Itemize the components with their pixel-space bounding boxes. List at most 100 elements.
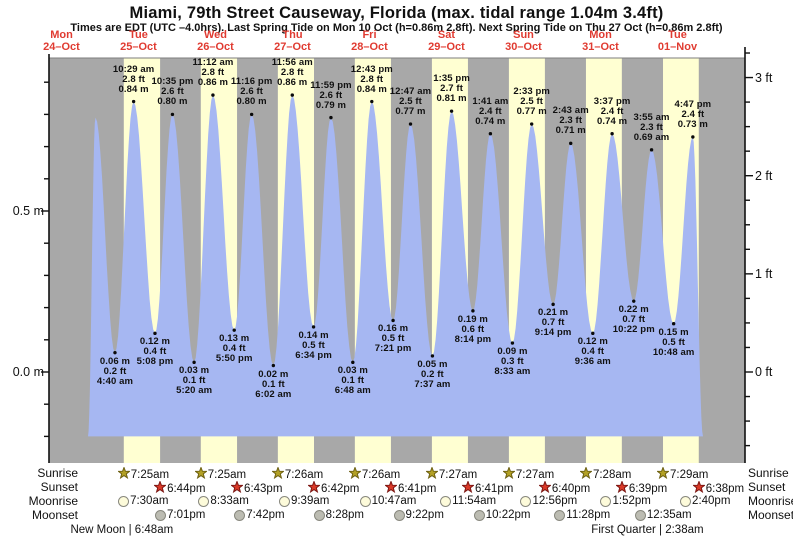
day-dow: Wed [203, 29, 228, 41]
moonrise-icon [680, 495, 692, 507]
low-tide-dot [510, 341, 515, 345]
almanac-entry-sunset: 6:39pm [614, 480, 668, 496]
almanac-time: 7:26am [284, 468, 324, 481]
day-dow: Thu [282, 29, 303, 41]
row-label-sunset-right: Sunset [748, 480, 786, 494]
sunrise-icon [193, 466, 208, 482]
tide-annotation-line: 0.22 m [618, 304, 649, 316]
tide-annotation-line: 7:37 am [414, 378, 451, 390]
almanac-entry-moonset: 11:28pm [554, 509, 610, 521]
high-tide-annotation: 11:16 pm 2.6 ft 0.80 m [231, 77, 272, 107]
tide-annotation-line: 0.4 ft [143, 346, 167, 358]
high-tide-annotation: 3:37 pm 2.4 ft 0.74 m [593, 95, 631, 127]
almanac-entry-moonset: 9:22pm [393, 509, 444, 521]
tide-annotation-line: 0.77 m [395, 106, 426, 118]
tide-annotation-line: 0.81 m [436, 93, 467, 105]
sunset-icon [691, 480, 706, 496]
tide-annotation-line: 2.6 ft [319, 89, 343, 101]
high-tide-annotation: 3:55 am 2.3 ft 0.69 am [633, 112, 670, 143]
low-tide-dot [632, 299, 636, 303]
low-tide-annotation: 0.13 m 0.4 ft 5:50 pm [216, 334, 253, 364]
tide-annotation-line: 0.80 m [157, 96, 188, 108]
day-dow: Mon [50, 29, 73, 41]
low-tide-dot [113, 350, 117, 355]
moonrise-icon [520, 495, 532, 507]
day-dow: Fri [362, 29, 377, 41]
tide-annotation-line: 2.5 ft [399, 96, 422, 108]
high-tide-dot [170, 112, 175, 117]
high-tide-dot [569, 141, 573, 146]
almanac-time: 6:42pm [320, 482, 360, 495]
moonrise-icon [600, 495, 612, 507]
low-tide-annotation: 0.15 m 0.5 ft 10:48 am [653, 327, 694, 358]
sunset-icon [230, 480, 244, 496]
day-date: 29–Oct [428, 40, 465, 53]
page-title: Miami, 79th Street Causeway, Florida (ma… [129, 4, 664, 22]
row-label-sunrise-left: Sunrise [37, 466, 78, 480]
tide-annotation-line: 0.73 m [677, 118, 708, 130]
low-tide-dot [351, 360, 355, 365]
almanac-entry-moonset: 7:42pm [234, 509, 285, 521]
tide-annotation-line: 0.69 am [633, 131, 670, 143]
low-tide-dot [311, 325, 316, 329]
tide-annotation-line: 0.05 m [417, 358, 448, 370]
tide-annotation-line: 0.84 m [118, 83, 149, 95]
day-dow: Mon [589, 29, 612, 41]
day-dow: Sat [437, 29, 456, 41]
tide-annotation-line: 2:43 am [552, 105, 589, 117]
tide-annotation-line: 3:37 pm [593, 95, 631, 107]
almanac-time: 12:35am [646, 509, 692, 521]
low-tide-annotation: 0.14 m 0.5 ft 6:34 pm [295, 330, 332, 361]
row-label-moonset-right: Moonset [748, 508, 793, 522]
day-column-label: Sat 29–Oct [428, 29, 465, 53]
y-axis-label-0-5m: 0.5 m [12, 204, 44, 218]
high-tide-annotation: 11:12 am 2.8 ft 0.86 m [192, 58, 233, 88]
tide-annotation-line: 0.06 m [99, 355, 131, 367]
low-tide-dot [232, 328, 236, 332]
tide-annotation-line: 0.03 m [337, 365, 368, 377]
almanac-time: 6:39pm [628, 482, 668, 495]
new-moon-label: New Moon | 6:48am [70, 524, 174, 536]
low-tide-dot [153, 331, 157, 336]
almanac-time: 6:44pm [167, 482, 206, 495]
sunrise-icon [270, 466, 285, 482]
moonrise-icon [118, 495, 130, 507]
tide-annotation-line: 0.1 ft [341, 375, 365, 387]
tide-annotation-line: 0.74 m [475, 115, 506, 127]
almanac-entry-moonrise: 2:40pm [680, 495, 730, 507]
low-tide-annotation: 0.03 m 0.1 ft 5:20 am [176, 366, 212, 396]
tide-annotation-line: 0.74 m [596, 115, 628, 127]
high-tide-dot [131, 99, 136, 104]
tide-annotation-line: 0.13 m [219, 333, 250, 345]
high-tide-annotation: 2:33 pm 2.5 ft 0.77 m [513, 87, 550, 117]
y-axis-label-0ft: 0 ft [755, 365, 773, 379]
tide-annotation-line: 11:56 am [271, 57, 313, 69]
tide-annotation-line: 0.3 ft [501, 356, 524, 368]
high-tide-annotation: 1:41 am 2.4 ft 0.74 m [472, 96, 508, 127]
day-column-label: Sun 30–Oct [505, 29, 542, 53]
tide-annotation-line: 0.5 ft [662, 336, 686, 348]
tide-annotation-line: 0.80 m [236, 96, 267, 108]
almanac-entry-moonset: 12:35am [634, 509, 692, 521]
day-column-label: Thu 27–Oct [274, 29, 311, 53]
tide-annotation-line: 0.7 ft [622, 314, 646, 326]
day-dow: Tue [668, 29, 687, 41]
sunrise-icon [579, 466, 593, 482]
tide-annotation-line: 4:40 am [96, 375, 134, 387]
almanac-time: 11:28pm [566, 509, 611, 521]
almanac-entry-sunrise: 7:27am [425, 466, 477, 482]
sunset-icon [538, 480, 552, 496]
day-date: 31–Oct [582, 40, 619, 53]
low-tide-annotation: 0.05 m 0.2 ft 7:37 am [414, 358, 451, 390]
tide-annotation-line: 6:48 am [334, 385, 371, 397]
tide-annotation-line: 2.8 ft [360, 73, 384, 85]
low-tide-dot [430, 354, 435, 358]
almanac-time: 6:38pm [705, 482, 745, 495]
almanac-time: 7:28am [592, 468, 632, 481]
tide-annotation-line: 0.1 ft [261, 378, 285, 390]
almanac-time: 12:56pm [532, 495, 578, 507]
day-date: 26–Oct [197, 40, 234, 53]
tide-annotation-line: 2.4 ft [600, 105, 624, 117]
sunrise-icon [347, 466, 362, 482]
